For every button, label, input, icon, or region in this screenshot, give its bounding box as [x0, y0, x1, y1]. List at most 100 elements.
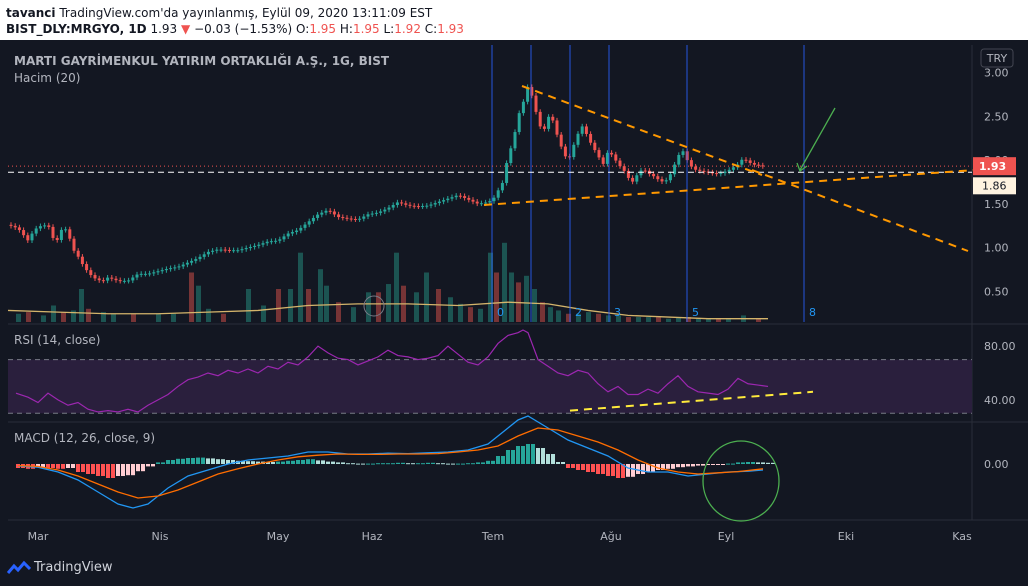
macd-histogram-bar — [226, 460, 230, 464]
candle-body — [51, 226, 55, 238]
candle-body — [253, 245, 257, 247]
macd-histogram-bar — [421, 463, 425, 465]
macd-histogram-bar — [436, 463, 440, 465]
time-tick-label: Tem — [481, 530, 504, 543]
volume-bar — [494, 272, 499, 322]
price-tick-label: 0.50 — [984, 285, 1009, 298]
candle-body — [164, 269, 168, 271]
macd-histogram-bar — [601, 464, 605, 474]
candle-body — [295, 230, 299, 233]
macd-histogram-bar — [656, 464, 660, 470]
macd-histogram-bar — [106, 464, 110, 478]
time-tick-label: Mar — [28, 530, 49, 543]
candle-body — [345, 217, 349, 219]
green-arrow-head — [796, 162, 808, 173]
candle-body — [349, 218, 353, 220]
high-label: H: — [339, 22, 353, 36]
candle-body — [248, 246, 252, 249]
macd-histogram-bar — [191, 458, 195, 464]
candle-body — [442, 200, 446, 202]
candle-body — [85, 264, 89, 271]
candle-body — [639, 170, 643, 176]
volume-bar — [596, 313, 601, 322]
macd-histogram-bar — [196, 457, 200, 464]
username[interactable]: tavanci — [6, 6, 56, 20]
vertical-marker-label: 3 — [614, 306, 621, 319]
macd-histogram-bar — [631, 464, 635, 477]
candle-body — [26, 235, 30, 241]
volume-bar — [458, 303, 463, 322]
macd-histogram-bar — [696, 464, 700, 466]
candle-body — [223, 249, 227, 251]
macd-histogram-bar — [51, 464, 55, 468]
currency-badge[interactable]: TRY — [980, 48, 1014, 68]
macd-histogram-bar — [616, 464, 620, 478]
candle-body — [643, 170, 647, 172]
candle-body — [72, 238, 76, 251]
candle-body — [429, 204, 433, 206]
candle-body — [744, 159, 748, 161]
candle-body — [433, 203, 437, 205]
candle-body — [202, 254, 206, 257]
candle-body — [353, 218, 357, 220]
macd-histogram-bar — [281, 461, 285, 464]
volume-bar — [111, 313, 116, 322]
volume-bar — [556, 310, 561, 322]
last-price-badge-label: 1.93 — [979, 160, 1006, 173]
volume-bar — [131, 313, 136, 322]
candle-body — [757, 164, 761, 166]
candle-body — [282, 236, 286, 240]
macd-histogram-bar — [636, 464, 640, 474]
tradingview-brand[interactable]: TradingView — [34, 560, 113, 575]
macd-histogram-bar — [501, 456, 505, 464]
candle-body — [261, 243, 265, 245]
candle-body — [122, 280, 126, 282]
candle-body — [290, 232, 294, 234]
candle-body — [517, 113, 521, 133]
lower-trendline — [483, 169, 976, 206]
symbol-name: BIST_DLY:MRGYO, 1D — [6, 22, 147, 36]
macd-histogram-bar — [401, 462, 405, 464]
time-tick-label: Ağu — [600, 530, 621, 543]
macd-histogram-bar — [111, 464, 115, 478]
volume-bar — [566, 313, 571, 322]
macd-histogram-bar — [606, 464, 610, 476]
macd-histogram-bar — [101, 464, 105, 476]
macd-histogram-bar — [431, 462, 435, 464]
macd-histogram-bar — [681, 464, 685, 468]
candle-body — [496, 190, 500, 198]
candle-body — [631, 177, 635, 182]
green-arrow-shaft — [799, 107, 836, 171]
candle-body — [47, 225, 51, 227]
volume-bar — [61, 312, 66, 322]
volume-bar — [478, 308, 483, 322]
macd-histogram-bar — [571, 464, 575, 468]
macd-histogram-bar — [516, 446, 520, 464]
macd-histogram-bar — [541, 448, 545, 464]
rsi-title: RSI (14, close) — [14, 333, 100, 347]
macd-histogram-bar — [456, 463, 460, 465]
candle-body — [748, 160, 752, 163]
candle-body — [13, 225, 17, 228]
macd-histogram-bar — [301, 460, 305, 464]
macd-histogram-bar — [711, 464, 715, 465]
macd-histogram-bar — [761, 462, 765, 464]
candle-body — [106, 277, 110, 281]
macd-histogram-bar — [441, 463, 445, 465]
macd-histogram-bar — [376, 463, 380, 465]
tradingview-logo-icon[interactable] — [7, 560, 31, 578]
time-tick-label: Haz — [362, 530, 383, 543]
candle-body — [752, 162, 756, 165]
macd-histogram-bar — [596, 464, 600, 474]
time-tick-label: Kas — [952, 530, 972, 543]
volume-bar — [261, 305, 266, 322]
macd-histogram-bar — [386, 463, 390, 465]
candle-body — [572, 144, 576, 158]
candle-body — [710, 172, 714, 174]
volume-bar — [696, 318, 701, 322]
candle-body — [131, 277, 135, 281]
publisher-line: tavanci TradingView.com'da yayınlanmış, … — [6, 6, 432, 20]
candle-body — [143, 273, 147, 275]
candle-body — [538, 111, 542, 127]
